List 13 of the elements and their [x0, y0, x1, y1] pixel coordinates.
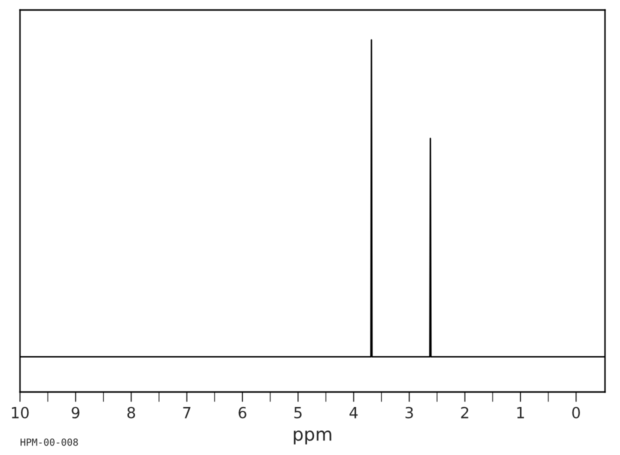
- x-tick-label: 2: [461, 406, 468, 418]
- x-tick-label: 9: [72, 406, 80, 418]
- x-tick-label: 3: [406, 406, 413, 418]
- x-tick-label: 6: [238, 406, 246, 418]
- x-tick-label: 0: [572, 406, 580, 418]
- x-tick-label: 4: [350, 407, 358, 418]
- x-tick-label: 8: [127, 406, 136, 418]
- x-tick-label: 5: [294, 407, 302, 418]
- text: HPM-00-008: [20, 438, 78, 446]
- x-tick-label: 1: [517, 407, 524, 418]
- x-axis-title: ppm: [294, 430, 332, 444]
- x-tick-label: 10: [12, 406, 29, 418]
- x-tick-label: 7: [183, 407, 190, 418]
